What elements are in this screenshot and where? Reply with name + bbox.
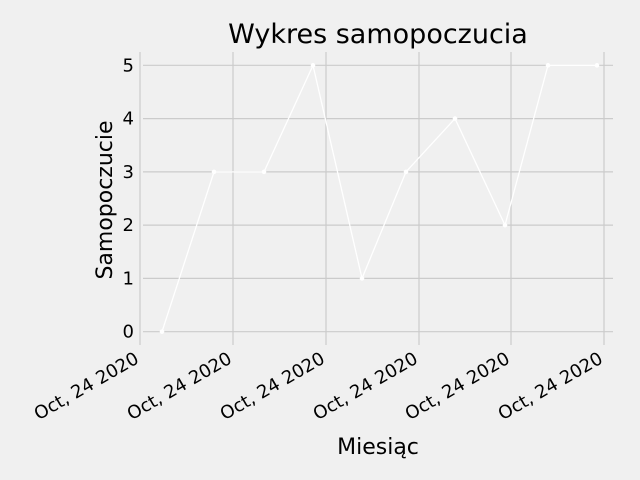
data-point [310,63,316,68]
grid [139,52,613,345]
data-point [159,329,165,334]
data-point [502,222,508,228]
y-tick-labels: 0 1 2 3 4 5 [123,55,134,342]
data-point [545,63,551,68]
y-axis-label: Samopoczucie [93,120,118,279]
y-tick-label: 5 [123,55,134,76]
x-tick-label: Oct, 24 2020 [495,348,607,425]
x-tick-label: Oct, 24 2020 [31,348,143,425]
data-point [403,169,409,175]
data-point [594,63,600,68]
data-point [452,116,458,121]
y-tick-label: 2 [123,215,134,236]
y-tick-label: 1 [123,268,134,289]
x-tick-label: Oct, 24 2020 [217,348,329,425]
data-point [211,169,217,175]
y-tick-label: 3 [123,162,134,183]
y-tick-label: 4 [123,109,134,130]
data-point [261,169,267,175]
chart-title: Wykres samopoczucia [228,19,528,50]
x-tick-label: Oct, 24 2020 [402,348,514,425]
y-tick-label: 0 [123,322,134,343]
data-point [359,276,365,281]
x-axis-label: Miesiąc [337,435,419,460]
series [159,63,600,334]
x-tick-label: Oct, 24 2020 [124,348,236,425]
series-line [161,63,597,332]
